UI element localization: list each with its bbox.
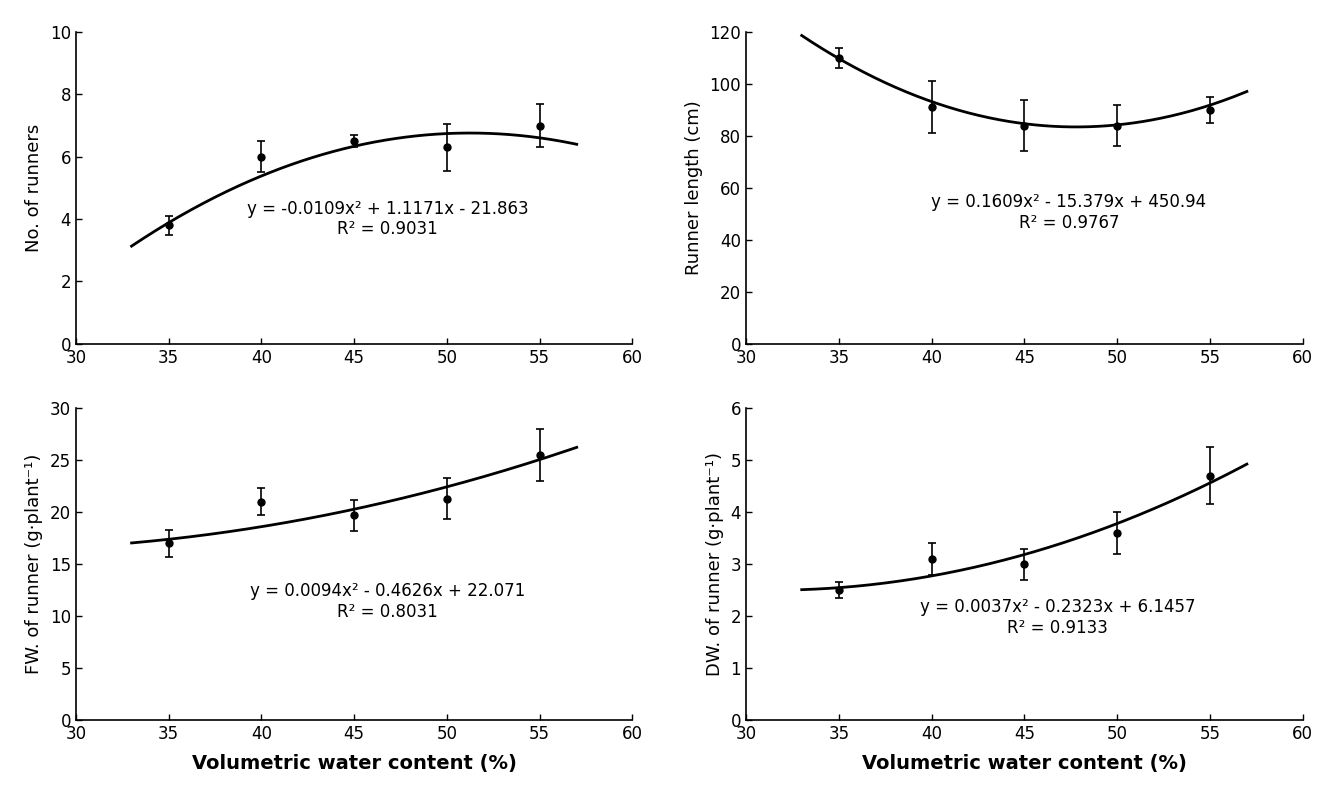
Text: y = -0.0109x² + 1.1171x - 21.863
R² = 0.9031: y = -0.0109x² + 1.1171x - 21.863 R² = 0.… <box>246 200 529 239</box>
Text: y = 0.1609x² - 15.379x + 450.94
R² = 0.9767: y = 0.1609x² - 15.379x + 450.94 R² = 0.9… <box>931 193 1207 232</box>
X-axis label: Volumetric water content (%): Volumetric water content (%) <box>862 754 1187 773</box>
Y-axis label: FW. of runner (g·plant⁻¹): FW. of runner (g·plant⁻¹) <box>25 454 43 674</box>
Y-axis label: Runner length (cm): Runner length (cm) <box>685 101 702 275</box>
Y-axis label: DW. of runner (g·plant⁻¹): DW. of runner (g·plant⁻¹) <box>705 452 724 676</box>
Text: y = 0.0094x² - 0.4626x + 22.071
R² = 0.8031: y = 0.0094x² - 0.4626x + 22.071 R² = 0.8… <box>250 583 524 621</box>
Y-axis label: No. of runners: No. of runners <box>25 124 43 252</box>
Text: y = 0.0037x² - 0.2323x + 6.1457
R² = 0.9133: y = 0.0037x² - 0.2323x + 6.1457 R² = 0.9… <box>921 598 1195 637</box>
X-axis label: Volumetric water content (%): Volumetric water content (%) <box>191 754 516 773</box>
